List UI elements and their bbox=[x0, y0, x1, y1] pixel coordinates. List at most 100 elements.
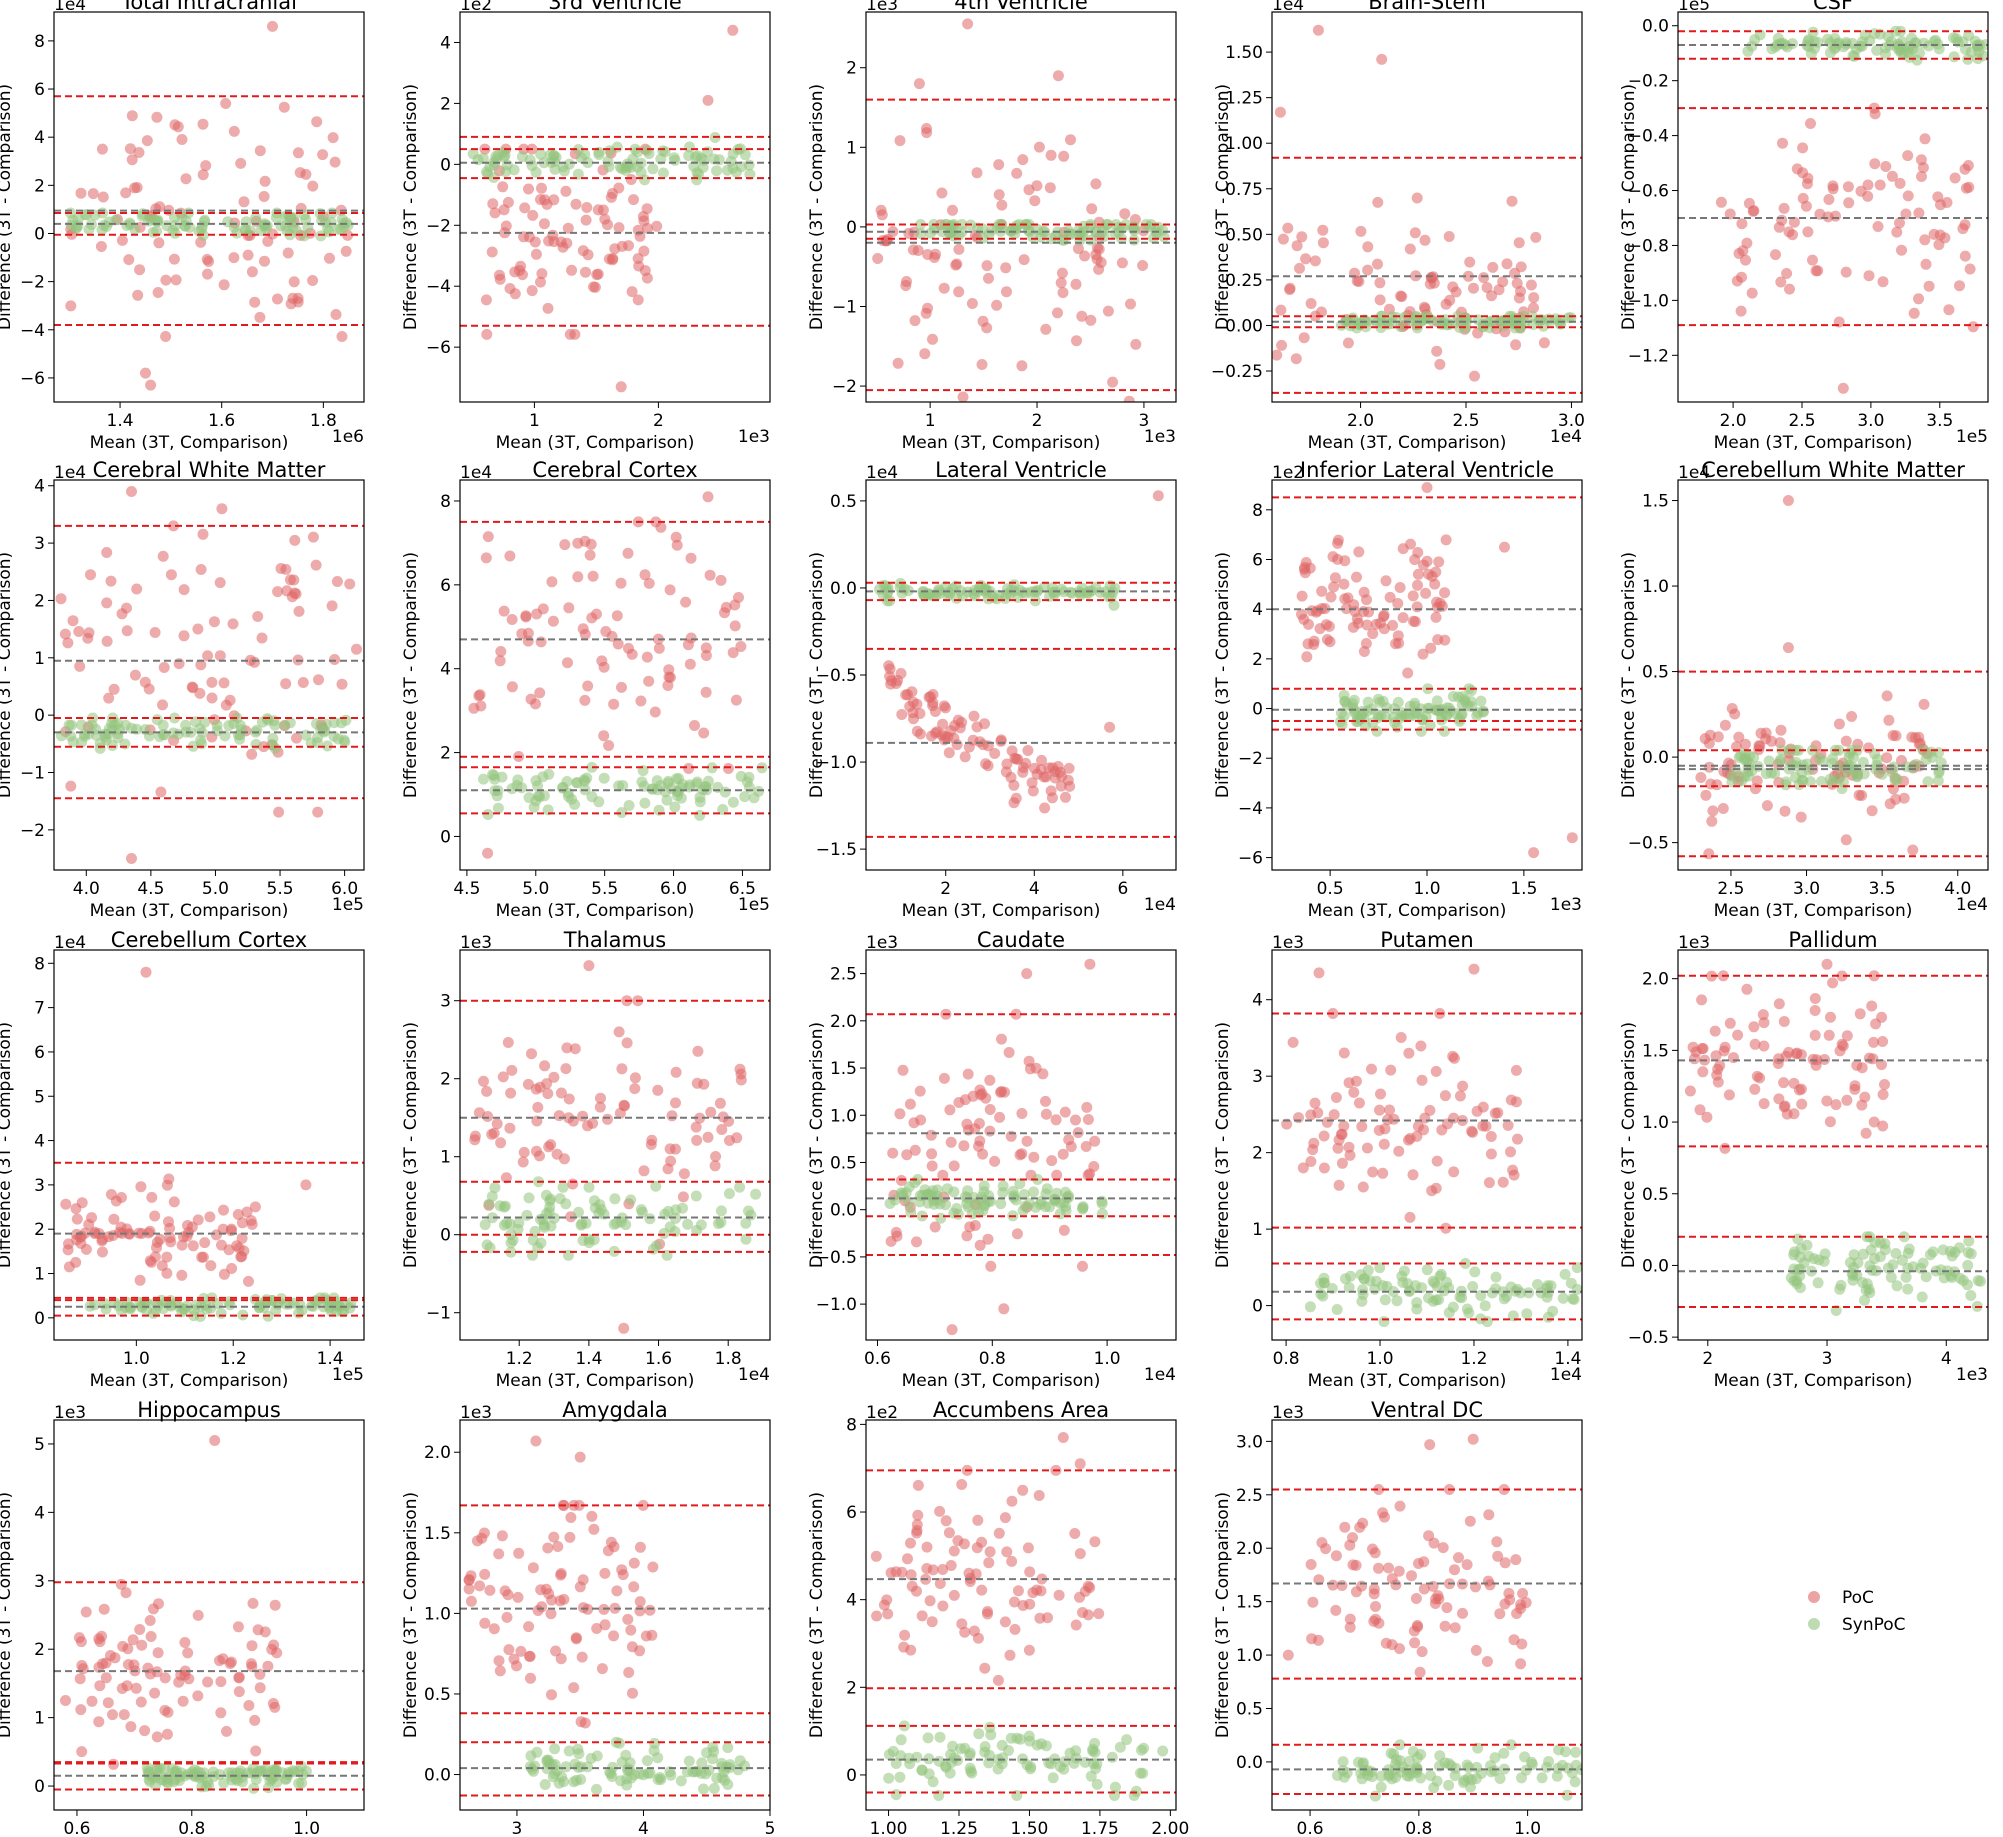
poc-point bbox=[1782, 642, 1794, 654]
poc-point bbox=[195, 659, 207, 671]
poc-point bbox=[126, 853, 137, 864]
poc-point bbox=[161, 1728, 173, 1740]
poc-point bbox=[984, 1125, 996, 1137]
y-tick-label: −1.0 bbox=[816, 753, 857, 773]
poc-point bbox=[168, 520, 179, 532]
synpoc-point bbox=[147, 226, 159, 238]
poc-point bbox=[1330, 1604, 1342, 1616]
synpoc-point bbox=[1565, 1277, 1577, 1289]
poc-point bbox=[570, 198, 582, 210]
x-offset-label: 1e3 bbox=[1956, 1365, 1988, 1385]
poc-point bbox=[232, 1621, 244, 1633]
synpoc-point bbox=[923, 1753, 935, 1765]
poc-point bbox=[1361, 594, 1372, 606]
poc-point bbox=[1757, 1009, 1769, 1021]
y-offset-label: 1e2 bbox=[460, 0, 492, 15]
synpoc-point bbox=[543, 768, 555, 780]
poc-point bbox=[1412, 1120, 1424, 1132]
poc-point bbox=[635, 695, 647, 707]
poc-point bbox=[1339, 1521, 1351, 1533]
poc-point bbox=[629, 1083, 641, 1095]
x-tick-label: 2.5 bbox=[1452, 411, 1479, 431]
synpoc-point bbox=[966, 1208, 978, 1220]
poc-point bbox=[194, 687, 206, 699]
poc-point bbox=[202, 1676, 214, 1688]
poc-point bbox=[94, 1636, 106, 1648]
poc-point bbox=[714, 1097, 726, 1109]
poc-point bbox=[905, 1569, 917, 1581]
y-offset-label: 1e3 bbox=[1678, 933, 1710, 953]
y-tick-label: 4 bbox=[34, 477, 45, 497]
poc-point bbox=[995, 735, 1007, 747]
synpoc-point bbox=[1128, 234, 1140, 246]
synpoc-point bbox=[196, 220, 208, 232]
poc-point bbox=[488, 1623, 500, 1635]
poc-point bbox=[628, 1581, 640, 1593]
y-offset-label: 1e4 bbox=[460, 463, 492, 483]
y-tick-label: 1.5 bbox=[1642, 492, 1669, 512]
poc-point bbox=[1724, 208, 1736, 220]
synpoc-point bbox=[1822, 33, 1834, 45]
poc-point bbox=[569, 1043, 581, 1055]
poc-point bbox=[926, 1148, 938, 1160]
synpoc-point bbox=[1542, 1280, 1554, 1292]
poc-point bbox=[74, 1673, 86, 1685]
poc-point bbox=[522, 1078, 534, 1090]
synpoc-point bbox=[1846, 744, 1858, 756]
poc-point bbox=[1010, 1008, 1022, 1020]
poc-point bbox=[97, 1658, 109, 1670]
poc-point bbox=[644, 1604, 656, 1616]
x-tick-label: 2 bbox=[940, 879, 951, 899]
synpoc-point bbox=[695, 1219, 707, 1231]
poc-point bbox=[221, 1725, 232, 1737]
synpoc-point bbox=[591, 1783, 602, 1795]
y-tick-label: 6 bbox=[846, 1503, 857, 1523]
synpoc-point bbox=[161, 1776, 173, 1788]
poc-point bbox=[1854, 1008, 1866, 1020]
poc-point bbox=[909, 1144, 921, 1156]
synpoc-point bbox=[1876, 768, 1888, 780]
poc-point bbox=[1409, 227, 1421, 239]
synpoc-point bbox=[1861, 1278, 1873, 1290]
y-tick-label: 1.0 bbox=[424, 1604, 451, 1624]
synpoc-point bbox=[1932, 775, 1944, 787]
poc-point bbox=[586, 1510, 598, 1522]
poc-point bbox=[1418, 1583, 1430, 1595]
synpoc-point bbox=[916, 1764, 928, 1776]
poc-point bbox=[1711, 1069, 1723, 1081]
x-axis-label: Mean (3T, Comparison) bbox=[496, 433, 695, 453]
poc-point bbox=[1469, 370, 1480, 382]
y-tick-label: 3 bbox=[34, 534, 45, 554]
synpoc-point bbox=[201, 1303, 213, 1315]
poc-point bbox=[126, 154, 138, 166]
poc-point bbox=[1731, 275, 1743, 287]
y-tick-label: 2 bbox=[440, 744, 451, 764]
synpoc-point bbox=[124, 219, 136, 231]
poc-point bbox=[1313, 967, 1325, 979]
panel-title: Ventral DC bbox=[1371, 1398, 1483, 1422]
panel-title: Putamen bbox=[1380, 928, 1473, 952]
poc-point bbox=[1029, 195, 1041, 207]
synpoc-point bbox=[696, 1757, 708, 1769]
poc-point bbox=[1437, 1542, 1449, 1554]
synpoc-point bbox=[894, 1771, 906, 1783]
poc-point bbox=[1370, 1613, 1382, 1625]
x-axis-label: Mean (3T, Comparison) bbox=[90, 1371, 289, 1391]
poc-point bbox=[527, 209, 539, 221]
plot-area bbox=[1272, 24, 1582, 394]
poc-point bbox=[502, 1589, 514, 1601]
y-offset-label: 1e3 bbox=[1272, 1403, 1304, 1423]
synpoc-point bbox=[572, 1743, 584, 1755]
poc-point bbox=[1039, 802, 1051, 814]
synpoc-point bbox=[1465, 1781, 1476, 1793]
poc-point bbox=[641, 651, 653, 663]
y-tick-label: −1 bbox=[20, 764, 45, 784]
poc-point bbox=[947, 204, 958, 216]
poc-point bbox=[197, 1251, 209, 1263]
poc-point bbox=[1377, 1167, 1389, 1179]
poc-point bbox=[489, 207, 501, 219]
y-tick-label: 0.5 bbox=[1642, 663, 1669, 683]
poc-point bbox=[1420, 587, 1432, 599]
poc-point bbox=[1057, 1432, 1069, 1443]
